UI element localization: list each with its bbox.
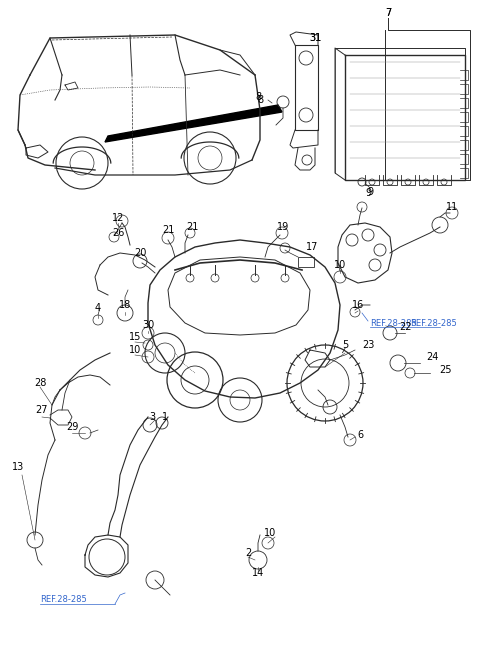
Text: 9: 9 xyxy=(365,188,371,198)
Text: 18: 18 xyxy=(119,300,131,310)
Text: 19: 19 xyxy=(277,222,289,232)
Polygon shape xyxy=(105,105,282,142)
Text: 31: 31 xyxy=(309,33,321,43)
Text: 20: 20 xyxy=(134,248,146,258)
Text: 30: 30 xyxy=(142,320,154,330)
Text: 31: 31 xyxy=(309,33,321,43)
Text: 12: 12 xyxy=(112,213,124,223)
Text: 29: 29 xyxy=(66,422,78,432)
Text: 10: 10 xyxy=(334,260,346,270)
Text: 8: 8 xyxy=(255,92,261,102)
Text: REF.28-285: REF.28-285 xyxy=(410,319,457,328)
Text: 10: 10 xyxy=(264,528,276,538)
Text: REF.28-285: REF.28-285 xyxy=(40,596,87,604)
Text: 5: 5 xyxy=(342,340,348,350)
Text: 25: 25 xyxy=(439,365,451,375)
Text: 3: 3 xyxy=(149,412,155,422)
Text: 27: 27 xyxy=(36,405,48,415)
Text: 28: 28 xyxy=(34,378,46,388)
Text: 22: 22 xyxy=(399,322,411,332)
Text: 4: 4 xyxy=(95,303,101,313)
Text: 13: 13 xyxy=(12,462,24,472)
Text: 14: 14 xyxy=(252,568,264,578)
Text: 10: 10 xyxy=(129,345,141,355)
Text: REF.28-285: REF.28-285 xyxy=(370,319,417,328)
Text: 8: 8 xyxy=(257,95,263,105)
Text: 15: 15 xyxy=(129,332,141,342)
Text: 7: 7 xyxy=(385,8,391,18)
Text: 7: 7 xyxy=(385,8,391,18)
Text: 21: 21 xyxy=(162,225,174,235)
Text: 17: 17 xyxy=(306,242,318,252)
Text: 2: 2 xyxy=(245,548,251,558)
Bar xyxy=(298,257,314,267)
Text: 26: 26 xyxy=(112,228,124,238)
Text: 1: 1 xyxy=(162,412,168,422)
Text: 11: 11 xyxy=(446,202,458,212)
Text: 6: 6 xyxy=(357,430,363,440)
Text: 24: 24 xyxy=(426,352,438,362)
Text: 16: 16 xyxy=(352,300,364,310)
Text: 21: 21 xyxy=(186,222,198,232)
Text: 23: 23 xyxy=(362,340,374,350)
Text: 9: 9 xyxy=(367,187,373,197)
